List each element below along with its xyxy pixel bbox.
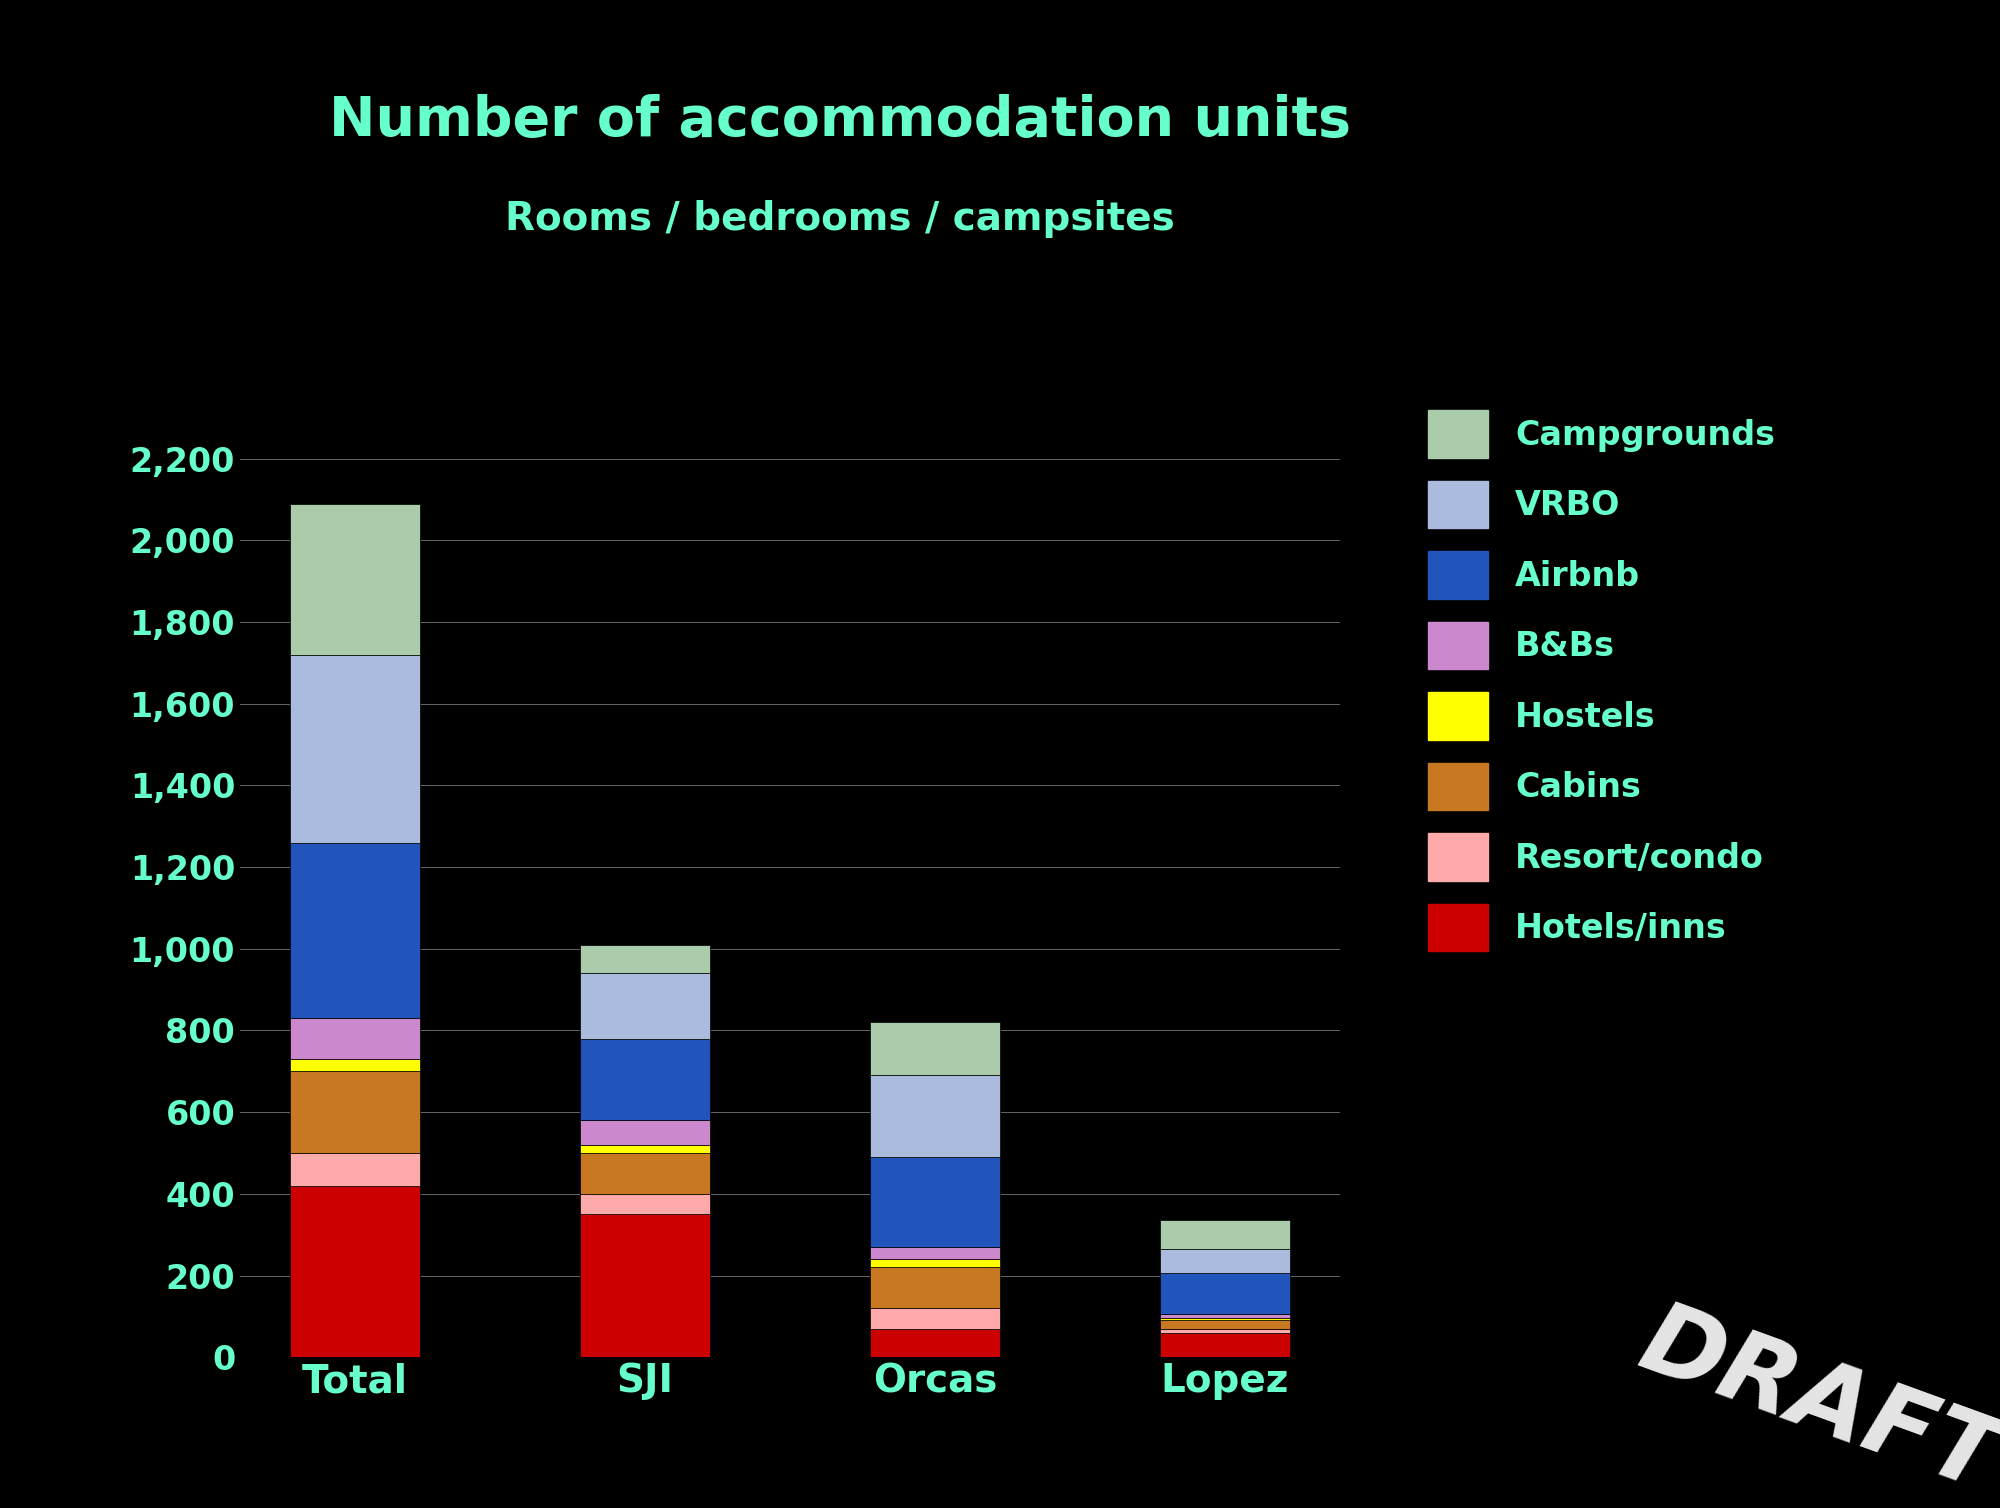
Bar (580, 1214, 710, 1357)
Bar (870, 1307, 1000, 1329)
Bar (870, 1247, 1000, 1259)
Bar (580, 944, 710, 973)
Bar (1160, 1329, 1290, 1333)
Bar (1160, 1273, 1290, 1315)
Bar (290, 1071, 420, 1154)
Bar (290, 504, 420, 654)
Bar (870, 1022, 1000, 1075)
Bar (1160, 1321, 1290, 1329)
Bar (290, 1154, 420, 1185)
Bar (1160, 1318, 1290, 1321)
Bar (580, 1120, 710, 1145)
Bar (870, 1259, 1000, 1267)
Bar (870, 1157, 1000, 1247)
Text: DRAFT: DRAFT (1628, 1292, 2000, 1508)
Text: Number of accommodation units: Number of accommodation units (328, 93, 1352, 148)
Bar (1160, 1249, 1290, 1273)
Bar (580, 1145, 710, 1154)
Bar (870, 1267, 1000, 1307)
Bar (290, 1185, 420, 1357)
Bar (290, 843, 420, 1018)
Bar (1160, 1220, 1290, 1249)
Bar (290, 1059, 420, 1071)
Bar (870, 1329, 1000, 1357)
Bar (580, 1194, 710, 1214)
Bar (870, 1075, 1000, 1157)
Bar (580, 1154, 710, 1194)
Bar (1160, 1333, 1290, 1357)
Bar (580, 1039, 710, 1120)
Bar (290, 654, 420, 843)
Bar (580, 973, 710, 1039)
Legend: Campgrounds, VRBO, Airbnb, B&Bs, Hostels, Cabins, Resort/condo, Hotels/inns: Campgrounds, VRBO, Airbnb, B&Bs, Hostels… (1412, 394, 1792, 968)
Bar (290, 1018, 420, 1059)
Bar (1160, 1315, 1290, 1318)
Text: Rooms / bedrooms / campsites: Rooms / bedrooms / campsites (506, 199, 1174, 238)
